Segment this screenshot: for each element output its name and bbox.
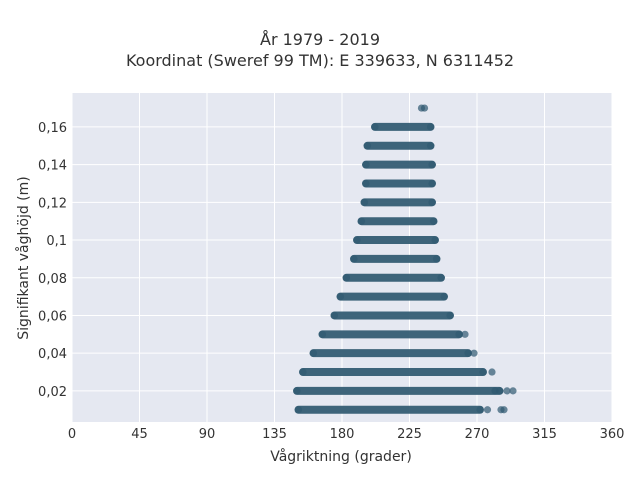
- data-point: [503, 387, 511, 395]
- x-tick-labels: 0 45 90 135 180 225 270 315 360: [68, 427, 625, 442]
- band-end-point: [455, 330, 463, 338]
- data-point: [470, 349, 478, 357]
- band-start-point: [294, 406, 303, 414]
- data-point: [500, 406, 508, 414]
- data-band: [360, 198, 436, 207]
- y-tick-label: 0,12: [38, 196, 67, 211]
- x-tick-label: 270: [465, 427, 490, 442]
- data-point: [483, 406, 492, 414]
- x-tick-label: 180: [330, 427, 355, 442]
- data-band: [330, 311, 454, 320]
- band-start-point: [309, 349, 318, 357]
- band-end-point: [479, 368, 487, 376]
- band-start-point: [330, 311, 339, 320]
- y-tick-labels: 0,02 0,04 0,06 0,08 0,1 0,12 0,14 0,16: [38, 121, 67, 400]
- band-start-point: [357, 217, 366, 225]
- data-point: [491, 387, 499, 395]
- y-tick-label: 0,1: [46, 234, 67, 249]
- band-start-point: [342, 274, 351, 282]
- data-band: [293, 386, 504, 395]
- band-start-point: [353, 236, 361, 244]
- data-point: [461, 330, 469, 338]
- x-tick-label: 45: [131, 427, 148, 442]
- x-tick-label: 135: [262, 427, 287, 442]
- data-point: [509, 387, 517, 395]
- data-point: [488, 368, 496, 376]
- band-end-point: [446, 311, 454, 320]
- band-start-point: [350, 255, 358, 263]
- band-start-point: [371, 123, 379, 131]
- chart-title: År 1979 - 2019: [260, 30, 380, 49]
- data-band: [350, 254, 441, 263]
- band-end-point: [440, 293, 448, 301]
- y-axis-title: Signifikant våghöjd (m): [15, 176, 32, 339]
- band-start-point: [360, 198, 369, 206]
- band-end-point: [464, 349, 472, 357]
- band-end-point: [437, 274, 445, 282]
- band-end-point: [428, 198, 436, 206]
- band-start-point: [299, 368, 307, 376]
- data-band: [363, 141, 435, 150]
- x-tick-label: 360: [600, 427, 625, 442]
- data-band: [362, 179, 436, 188]
- y-tick-label: 0,04: [38, 347, 67, 362]
- x-tick-label: 90: [199, 427, 216, 442]
- data-band: [309, 349, 472, 358]
- data-band: [299, 368, 487, 377]
- band-end-point: [428, 179, 436, 188]
- y-tick-label: 0,06: [38, 309, 67, 324]
- band-end-point: [476, 406, 484, 414]
- data-band: [336, 292, 448, 301]
- y-tick-label: 0,02: [38, 385, 67, 400]
- x-axis-title: Vågriktning (grader): [270, 448, 412, 465]
- band-end-point: [432, 255, 441, 263]
- x-tick-label: 315: [532, 427, 557, 442]
- band-start-point: [293, 387, 301, 395]
- data-band: [362, 160, 436, 169]
- data-band: [318, 330, 463, 339]
- data-band: [342, 273, 445, 282]
- y-tick-label: 0,14: [38, 159, 67, 174]
- band-end-point: [429, 217, 438, 225]
- band-start-point: [318, 330, 327, 338]
- y-tick-label: 0,16: [38, 121, 67, 136]
- band-start-point: [363, 142, 372, 150]
- band-end-point: [426, 123, 435, 131]
- band-end-point: [431, 236, 439, 244]
- chart-subtitle: Koordinat (Sweref 99 TM): E 339633, N 63…: [125, 51, 515, 70]
- data-band: [294, 405, 484, 414]
- band-start-point: [362, 179, 370, 188]
- data-point: [420, 104, 429, 112]
- x-tick-label: 0: [68, 427, 76, 442]
- band-end-point: [428, 161, 436, 169]
- band-start-point: [336, 293, 345, 301]
- band-start-point: [362, 161, 370, 169]
- y-tick-label: 0,08: [38, 272, 67, 287]
- data-band: [357, 217, 438, 226]
- data-band: [371, 122, 435, 131]
- data-band: [353, 236, 439, 245]
- data-points: [293, 104, 517, 414]
- x-tick-label: 225: [397, 427, 422, 442]
- band-end-point: [426, 142, 435, 150]
